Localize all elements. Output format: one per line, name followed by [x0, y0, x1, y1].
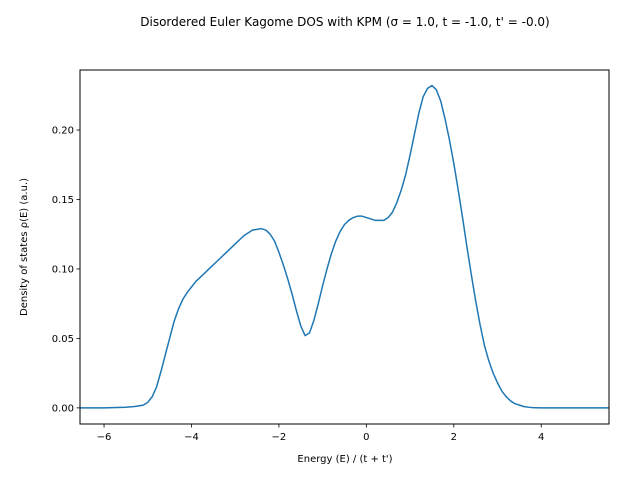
x-tick-label: 0 [363, 432, 369, 443]
x-tick-label: 2 [451, 432, 457, 443]
x-axis: −6 −4 −2 0 2 4 [97, 424, 544, 443]
y-axis: 0.00 0.05 0.10 0.15 0.20 [52, 126, 80, 414]
y-axis-label: Density of states ρ(E) (a.u.) [19, 178, 30, 316]
y-tick-label: 0.20 [52, 126, 74, 137]
x-tick-label: −2 [272, 432, 287, 443]
y-tick-label: 0.15 [52, 195, 74, 206]
x-axis-label: Energy (E) / (t + t') [297, 454, 392, 465]
plot-frame [79, 69, 610, 425]
x-tick-label: −4 [184, 432, 199, 443]
y-tick-label: 0.00 [52, 403, 74, 414]
plot-area [80, 84, 609, 409]
y-tick-label: 0.05 [52, 334, 74, 345]
chart-title: Disordered Euler Kagome DOS with KPM (σ … [140, 15, 549, 29]
x-tick-label: 4 [538, 432, 544, 443]
y-tick-label: 0.10 [52, 264, 74, 275]
dos-series-line-0 [80, 84, 609, 409]
x-tick-label: −6 [97, 432, 112, 443]
